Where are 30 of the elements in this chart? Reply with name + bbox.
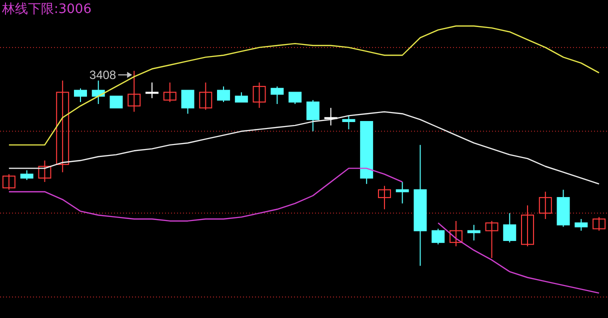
candlestick bbox=[163, 82, 176, 103]
candlestick bbox=[592, 216, 606, 232]
candlestick bbox=[234, 92, 248, 103]
candlestick bbox=[199, 82, 212, 110]
candlestick bbox=[38, 160, 52, 182]
candlestick bbox=[2, 174, 16, 190]
candlestick bbox=[432, 228, 445, 245]
candlestick bbox=[574, 218, 588, 232]
candlestick bbox=[252, 82, 266, 108]
candlestick bbox=[74, 88, 87, 103]
candlestick bbox=[270, 86, 284, 104]
annotation: 3408 bbox=[89, 68, 116, 82]
candlestick bbox=[521, 204, 534, 247]
candlestick bbox=[503, 212, 516, 243]
candlestick bbox=[467, 224, 480, 241]
chart-title: 林线下限:3006 bbox=[1, 2, 92, 17]
candlestick bbox=[146, 82, 158, 99]
candlestick bbox=[181, 90, 194, 114]
candlestick bbox=[217, 86, 230, 103]
candlestick bbox=[110, 96, 123, 108]
candlestick bbox=[342, 115, 356, 130]
candlestick bbox=[450, 220, 462, 247]
candlestick bbox=[288, 92, 302, 104]
candlestick bbox=[20, 170, 34, 181]
candlestick bbox=[538, 191, 552, 220]
candlestick bbox=[378, 185, 391, 210]
candlestick bbox=[306, 100, 320, 132]
candlestick bbox=[485, 220, 498, 259]
candlestick bbox=[56, 80, 70, 173]
candlestick bbox=[128, 70, 141, 112]
